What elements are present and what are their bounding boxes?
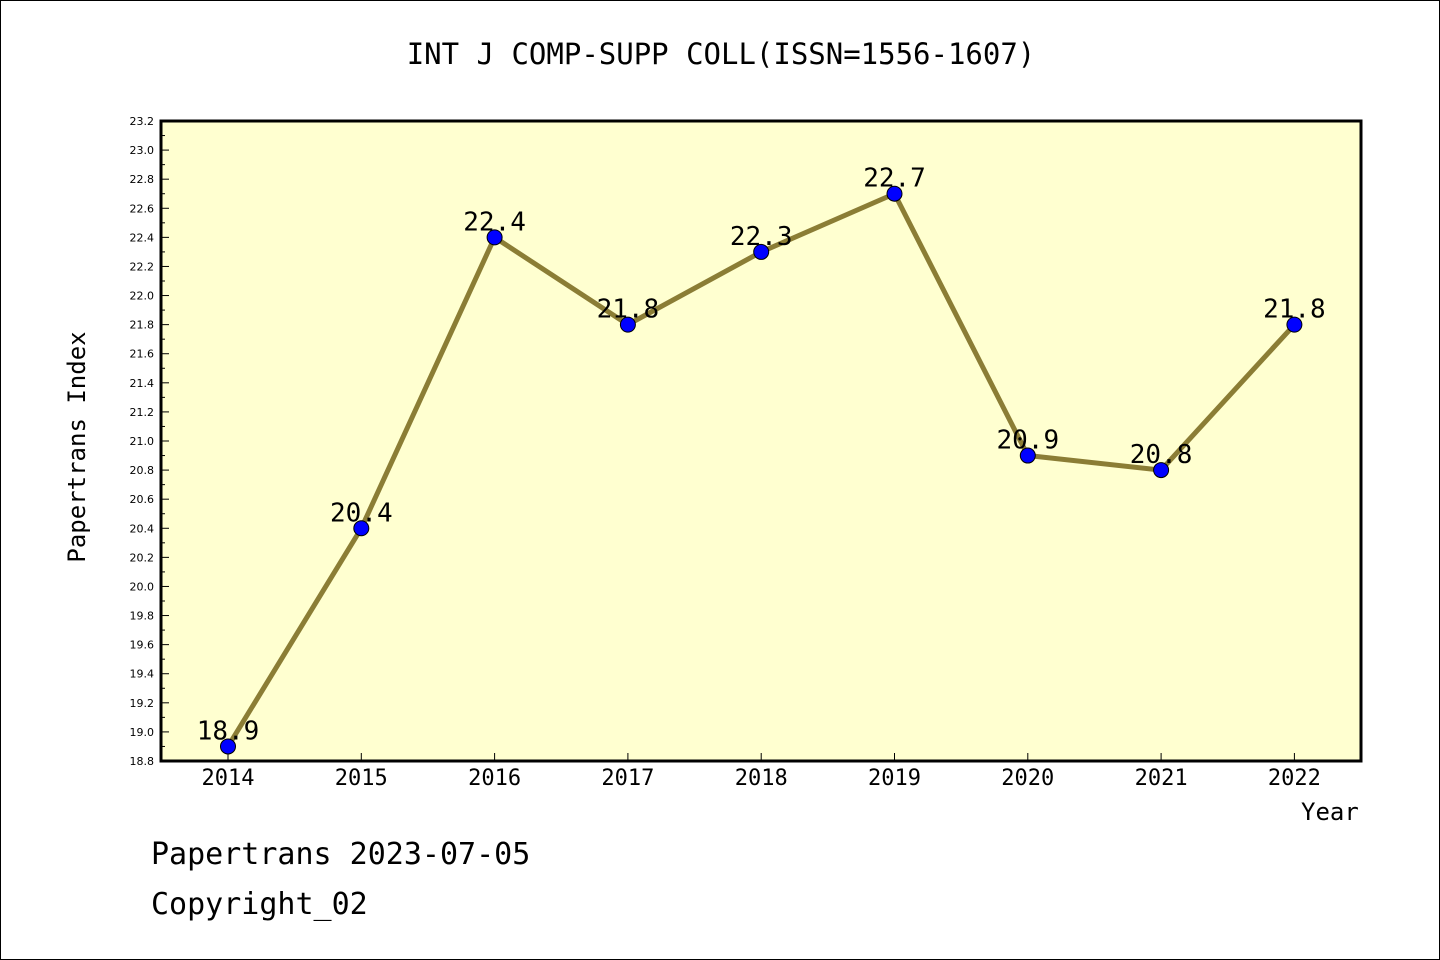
y-tick-label: 23.2 <box>130 115 155 128</box>
data-point <box>353 520 370 537</box>
data-point <box>1019 447 1036 464</box>
data-labels-group: 18.9 20.4 22.4 21.8 22.3 22.7 20.9 20.8 21.8 <box>197 164 1326 747</box>
x-tick-label: 2014 <box>202 766 255 791</box>
data-label: 21.8 <box>597 295 660 325</box>
x-tick-label: 2016 <box>468 766 521 791</box>
y-tick-label: 22.0 <box>130 290 155 303</box>
x-tick-label: 2017 <box>601 766 654 791</box>
chart-title: INT J COMP-SUPP COLL(ISSN=1556-1607) <box>406 37 1036 71</box>
data-label: 20.8 <box>1130 440 1193 470</box>
y-tick-label: 21.2 <box>130 406 155 419</box>
y-tick-label: 19.6 <box>130 639 155 652</box>
y-tick-label: 21.8 <box>130 319 155 332</box>
data-point <box>486 229 503 246</box>
y-tick-label: 22.6 <box>130 202 155 215</box>
y-tick-label: 19.0 <box>130 726 155 739</box>
series-group <box>220 185 1303 755</box>
y-tick-label: 21.0 <box>130 435 155 448</box>
x-tick-label: 2021 <box>1135 766 1188 791</box>
data-point <box>220 738 236 755</box>
footer-date: Papertrans 2023-07-05 <box>151 837 531 872</box>
data-label: 22.3 <box>730 222 793 252</box>
y-tick-label: 20.4 <box>130 522 155 535</box>
data-point <box>753 243 770 260</box>
y-tick-label: 19.2 <box>130 697 155 710</box>
y-tick-label: 20.0 <box>130 580 155 593</box>
y-axis: 18.8 19.0 19.2 19.4 19.6 19.8 20.0 20.2 20.4 20.6… <box>130 115 169 768</box>
y-tick-label: 20.6 <box>130 493 155 506</box>
data-label: 21.8 <box>1263 295 1326 325</box>
data-label: 18.9 <box>197 716 260 746</box>
y-tick-label: 23.0 <box>130 144 155 157</box>
x-axis: 2014 2015 2016 2017 2018 2019 2020 2021 2022 <box>202 753 1321 791</box>
y-tick-label: 19.4 <box>130 668 155 681</box>
x-axis-title: Year <box>1301 798 1359 826</box>
x-tick-label: 2019 <box>868 766 921 791</box>
data-point <box>1153 462 1170 479</box>
data-point <box>886 185 903 202</box>
y-tick-label: 18.8 <box>130 755 155 768</box>
x-tick-label: 2018 <box>735 766 788 791</box>
data-label: 22.4 <box>463 207 526 237</box>
data-label: 22.7 <box>863 164 926 194</box>
y-tick-label: 22.4 <box>130 231 155 244</box>
plot-area <box>159 119 1363 763</box>
y-tick-label: 21.4 <box>130 377 155 390</box>
data-label: 20.9 <box>996 426 1059 456</box>
y-tick-label: 20.8 <box>130 464 155 477</box>
x-tick-label: 2020 <box>1001 766 1054 791</box>
x-tick-label: 2015 <box>335 766 388 791</box>
data-label: 20.4 <box>330 498 393 528</box>
y-axis-title: Papertrans Index <box>63 331 91 563</box>
y-tick-label: 20.2 <box>130 551 155 564</box>
y-tick-label: 22.2 <box>130 260 155 273</box>
footer-copyright: Copyright_02 <box>151 887 368 922</box>
x-tick-label: 2022 <box>1268 766 1321 791</box>
y-tick-label: 19.8 <box>130 610 155 623</box>
data-point <box>1286 316 1303 333</box>
y-tick-label: 21.6 <box>130 348 155 361</box>
y-tick-label: 22.8 <box>130 173 155 186</box>
data-point <box>619 316 636 333</box>
